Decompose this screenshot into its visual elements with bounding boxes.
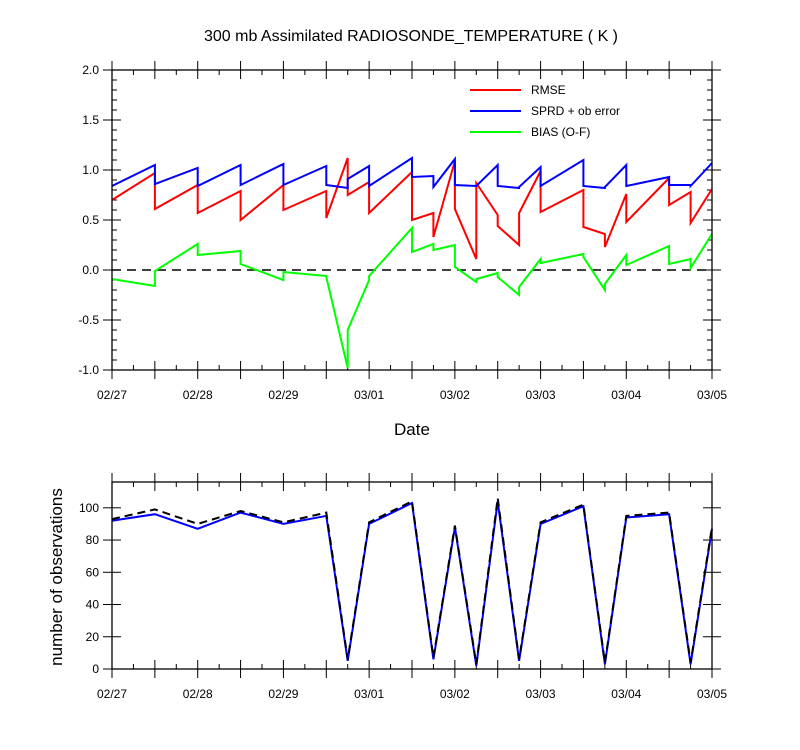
bottom-xtick-label: 03/04 <box>611 687 641 701</box>
top-ytick-label: 1.0 <box>82 163 99 177</box>
top-series-sprd-ob-error <box>111 156 713 190</box>
top-chart-title: 300 mb Assimilated RADIOSONDE_TEMPERATUR… <box>204 28 618 45</box>
bottom-ytick-label: 40 <box>86 598 100 612</box>
bottom-xtick-label: 03/02 <box>440 687 470 701</box>
top-chart-legend: RMSE SPRD + ob error BIAS (O-F) <box>470 83 620 139</box>
top-xtick-label: 03/02 <box>440 388 470 402</box>
bottom-xtick-label: 02/28 <box>183 687 213 701</box>
top-xtick-label: 03/03 <box>526 388 556 402</box>
top-ytick-label: 2.0 <box>82 63 99 77</box>
bottom-series-assimilated-observations <box>111 501 713 666</box>
bottom-chart-axes: 02/27 02/28 02/29 03/01 03/02 03/03 03/04 03/05… <box>79 473 727 701</box>
bottom-ytick-label: 60 <box>86 565 100 579</box>
top-xtick-label: 03/01 <box>354 388 384 402</box>
top-chart-series <box>111 156 713 369</box>
bottom-chart-ylabel: number of observations <box>47 488 66 666</box>
top-xtick-label: 02/28 <box>183 388 213 402</box>
top-xtick-label: 03/05 <box>697 388 727 402</box>
bottom-xtick-label: 02/29 <box>268 687 298 701</box>
top-ytick-label: 0.0 <box>82 263 99 277</box>
bottom-chart-series <box>111 497 713 666</box>
top-chart-axes: 02/27 02/28 02/29 03/01 03/02 03/03 03/04 03/05… <box>78 61 727 402</box>
top-ytick-label: 1.5 <box>82 113 99 127</box>
bottom-chart-frame <box>111 481 713 670</box>
bottom-series-possible-observations <box>111 497 713 665</box>
bottom-xtick-label: 03/01 <box>354 687 384 701</box>
legend-label: RMSE <box>531 83 566 97</box>
legend-label: SPRD + ob error <box>531 104 620 118</box>
top-xtick-label: 02/27 <box>97 388 127 402</box>
top-chart-frame <box>111 69 713 371</box>
bottom-ytick-label: 100 <box>79 501 99 515</box>
top-ytick-label: -0.5 <box>78 313 99 327</box>
top-ytick-label: -1.0 <box>78 363 99 377</box>
bottom-xtick-label: 03/03 <box>526 687 556 701</box>
legend-label: BIAS (O-F) <box>531 125 590 139</box>
top-chart-xlabel: Date <box>394 420 430 439</box>
top-ytick-label: 0.5 <box>82 213 99 227</box>
bottom-ytick-label: 0 <box>92 662 99 676</box>
top-xtick-label: 03/04 <box>611 388 641 402</box>
bottom-xtick-label: 02/27 <box>97 687 127 701</box>
top-series-bias-o-f <box>111 225 713 369</box>
bottom-ytick-label: 20 <box>86 630 100 644</box>
bottom-ytick-label: 80 <box>86 533 100 547</box>
bottom-xtick-label: 03/05 <box>697 687 727 701</box>
top-xtick-label: 02/29 <box>268 388 298 402</box>
